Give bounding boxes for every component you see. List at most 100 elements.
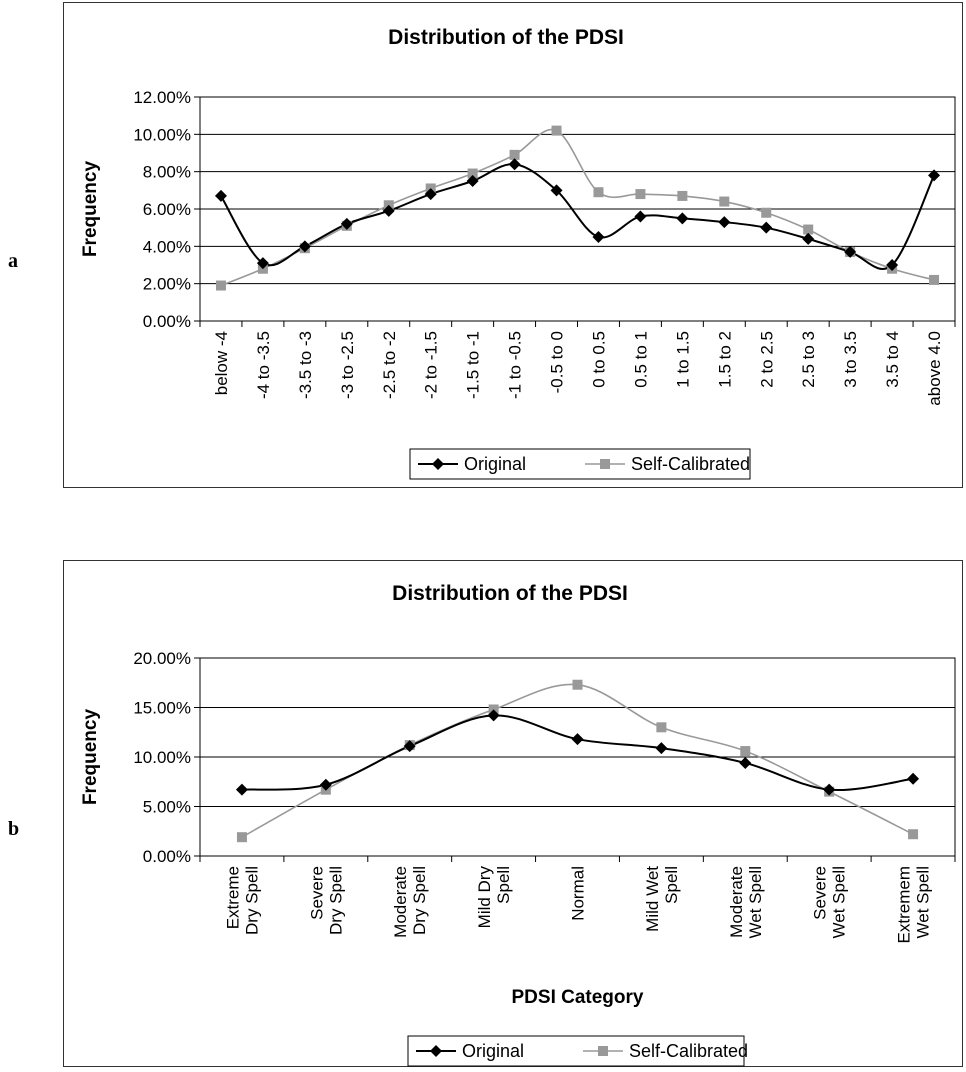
chart-b-x-tick-label: Moderate [727,866,746,938]
chart-a-point-self-calibrated [719,196,730,207]
chart-a-series-line-original [220,163,935,270]
chart-b-x-tick-label: Extremem [895,866,914,943]
chart-a-point-self-calibrated [929,274,940,285]
chart-a-legend [409,448,751,480]
chart-b-legend-label-original: Original [462,1041,524,1061]
chart-b-y-tick-label: 5.00% [143,798,191,817]
chart-a-point-original [634,210,647,223]
chart-a-series-line-self-calibrated [220,128,935,287]
chart-a-x-tick-label: -2.5 to -2 [380,331,399,399]
chart-b-series-line-original [241,714,914,792]
chart-b-x-tick-label: Dry Spell [242,866,261,935]
chart-b-x-tick-label: Moderate [391,866,410,938]
chart-b-point-self-calibrated [572,679,583,690]
chart-a-point-self-calibrated [803,224,814,235]
chart-b-x-tick-label: Wet Spell [830,866,849,938]
chart-a-y-tick-label: 10.00% [133,125,191,144]
chart-a-point-original [382,204,395,217]
chart-a-point-original [844,245,857,258]
chart-a-x-tick-label: -3.5 to -3 [296,331,315,399]
chart-a-point-original [676,212,689,225]
chart-a-point-original [466,175,479,187]
chart-a-x-tick-label: -3 to -2.5 [338,331,357,399]
chart-a-point-original [928,169,941,182]
chart-a-point-self-calibrated [509,149,520,160]
chart-b-x-tick-label: Mild Dry [475,866,494,929]
chart-b-y-tick-label: 0.00% [143,847,191,866]
chart-a-point-original [760,221,773,234]
chart-a-point-original [340,217,353,230]
chart-b-point-original [571,733,584,746]
chart-a-point-self-calibrated [593,187,604,198]
chart-a-point-original [256,257,269,270]
chart-b-point-original [655,742,668,755]
chart-a-point-original [550,184,563,197]
chart-a-y-tick-label: 6.00% [143,200,191,219]
chart-a-y-tick-label: 4.00% [143,237,191,256]
chart-a-legend-marker-original [432,458,444,470]
chart-a-frame [63,2,963,488]
chart-a-point-original [718,216,731,229]
chart-a-x-tick-label: 1 to 1.5 [673,331,692,388]
chart-b-x-tick-label: Dry Spell [326,866,345,935]
chart-b-x-tick-label: Spell [662,866,681,904]
chart-b-point-self-calibrated [740,746,751,757]
chart-a-x-tick-label: 3.5 to 4 [883,331,902,388]
chart-a-point-original [298,240,311,253]
chart-b-x-axis-label: PDSI Category [512,987,644,1008]
chart-a-point-self-calibrated [551,125,562,136]
chart-a-legend-label-original: Original [464,454,526,474]
chart-a-y-axis-label: Frequency [80,161,101,258]
chart-a-x-tick-label: -4 to -3.5 [254,331,273,399]
chart-a-x-tick-label: -1.5 to -1 [464,331,483,399]
chart-b-y-tick-label: 20.00% [133,649,191,668]
chart-a-x-tick-label: -0.5 to 0 [548,331,567,393]
chart-b-point-self-calibrated [236,832,247,843]
chart-a-point-self-calibrated [467,168,478,179]
chart-a-point-self-calibrated [677,190,688,201]
chart-a-x-tick-label: 2 to 2.5 [757,331,776,388]
chart-b-plot-area [199,657,956,857]
chart-b-legend-marker-original [430,1045,442,1057]
chart-a-point-original [592,231,605,243]
chart-a-x-tick-label: 2.5 to 3 [799,331,818,388]
chart-a-point-self-calibrated [761,207,772,218]
chart-b-point-original [319,778,332,791]
chart-a-x-tick-label: 3 to 3.5 [841,331,860,388]
chart-b-legend [407,1035,745,1067]
chart-a-point-self-calibrated [635,189,646,200]
chart-b-point-original [487,709,500,722]
chart-a-title: Distribution of the PDSI [388,26,624,49]
chart-a-point-original [802,232,815,245]
chart-b-x-tick-label: Mild Wet [643,866,662,932]
chart-b-x-tick-label: Dry Spell [410,866,429,935]
chart-a-point-original [508,158,521,171]
chart-b-x-tick-label: Severe [307,866,326,920]
chart-a-x-tick-label: -1 to -0.5 [506,331,525,399]
panel-letter-b: b [8,818,20,840]
chart-b-point-original [739,756,752,769]
chart-b-point-self-calibrated [908,829,919,840]
chart-b-point-self-calibrated [656,722,667,733]
chart-a-x-tick-label: 0.5 to 1 [631,331,650,388]
chart-b-x-tick-label: Wet Spell [914,866,933,938]
chart-b-point-original [403,740,416,753]
chart-b-title: Distribution of the PDSI [392,582,628,605]
chart-b-legend-marker-self-calibrated [598,1046,608,1056]
chart-b-frame [63,560,963,1067]
chart-a-x-tick-label: 0 to 0.5 [589,331,608,388]
chart-a-point-self-calibrated [215,280,226,291]
chart-b-y-tick-label: 10.00% [133,748,191,767]
chart-a-x-tick-label: -2 to -1.5 [422,331,441,399]
chart-a-x-tick-label: below -4 [212,331,231,395]
chart-b-x-tick-label: Severe [811,866,830,920]
chart-a-point-original [214,189,227,202]
chart-b-x-tick-label: Extreme [223,866,242,929]
chart-b-x-tick-label: Spell [494,866,513,904]
panel-letter-a: a [8,250,18,272]
chart-b-x-tick-label: Wet Spell [746,866,765,938]
chart-a-x-tick-label: 1.5 to 2 [715,331,734,388]
chart-b-point-original [823,783,836,796]
chart-b-x-tick-label: Normal [569,866,588,921]
